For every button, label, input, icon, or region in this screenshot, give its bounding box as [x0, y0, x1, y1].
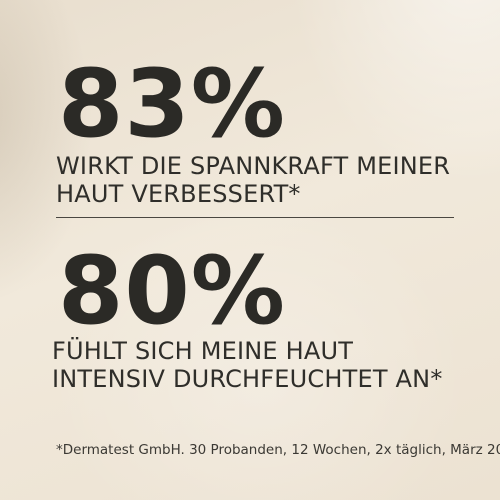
- stat-caption-2: FÜHLT SICH MEINE HAUT INTENSIV DURCHFEUC…: [52, 337, 443, 393]
- stat-caption-2-line-1: FÜHLT SICH MEINE HAUT: [52, 337, 354, 365]
- stat-caption-1-line-1: WIRKT DIE SPANNKRAFT MEINER: [56, 152, 451, 180]
- stat-caption-1: WIRKT DIE SPANNKRAFT MEINER HAUT VERBESS…: [56, 152, 450, 208]
- stat-caption-1-line-2: HAUT VERBESSERT*: [56, 180, 301, 208]
- stat-value-1: 83%: [58, 50, 286, 159]
- footnote: *Dermatest GmbH. 30 Probanden, 12 Wochen…: [56, 442, 500, 458]
- stat-value-2: 80%: [58, 237, 286, 346]
- divider: [56, 217, 454, 218]
- stat-caption-2-line-2: INTENSIV DURCHFEUCHTET AN*: [52, 365, 443, 393]
